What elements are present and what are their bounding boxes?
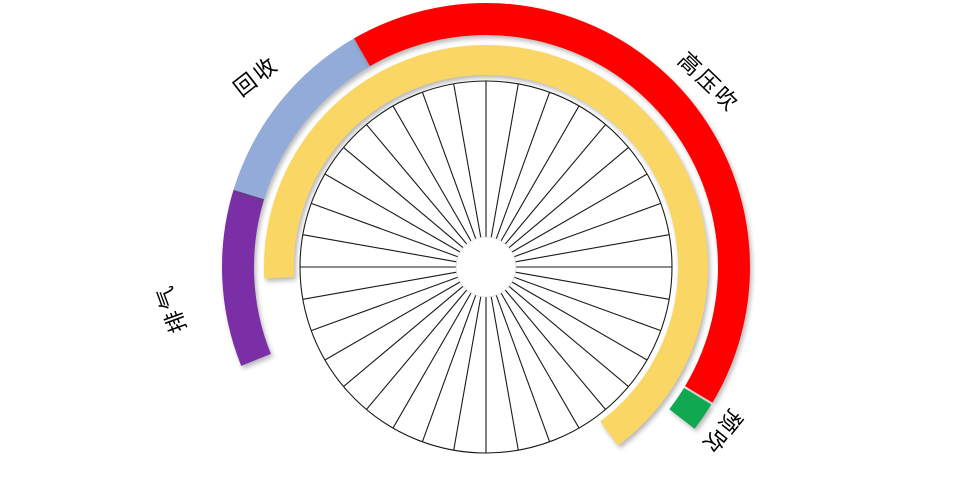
spoke: [514, 202, 661, 258]
spoke: [392, 105, 472, 242]
arc-segment-pre-blow: [669, 387, 712, 429]
spoke: [311, 276, 458, 332]
label-exhaust: 排气: [152, 280, 193, 336]
label-recovery: 回收: [230, 52, 285, 102]
spoke: [490, 296, 519, 451]
spoke: [343, 285, 464, 387]
spoke: [515, 234, 670, 263]
spoke: [324, 173, 461, 253]
arc-segment-exhaust: [221, 189, 271, 366]
spoke: [490, 83, 519, 238]
arc-segment-high-pressure-blow: [354, 3, 750, 403]
spoke: [514, 276, 661, 332]
spoke: [511, 281, 648, 361]
spoke: [500, 292, 580, 429]
spoke: [453, 296, 482, 451]
spoke: [508, 285, 629, 387]
wheel-hub: [455, 236, 517, 298]
spoke: [366, 124, 468, 245]
spoke: [515, 271, 670, 300]
spoke: [504, 124, 606, 245]
spoke: [508, 147, 629, 249]
spoke: [421, 295, 477, 442]
spoke: [311, 202, 458, 258]
spoke: [302, 271, 457, 300]
spoke: [453, 83, 482, 238]
spoke: [392, 292, 472, 429]
spoked-wheel: [299, 80, 673, 454]
spoke: [324, 281, 461, 361]
spoke: [343, 147, 464, 249]
spoke: [495, 92, 551, 239]
spoke: [366, 289, 468, 410]
spoke: [302, 234, 457, 263]
spoke: [511, 173, 648, 253]
spoke: [504, 289, 606, 410]
spoke: [500, 105, 580, 242]
spoke: [495, 295, 551, 442]
arc-segment-recovery: [233, 38, 370, 200]
spoke: [421, 92, 477, 239]
wheel-spokes: [300, 81, 672, 453]
